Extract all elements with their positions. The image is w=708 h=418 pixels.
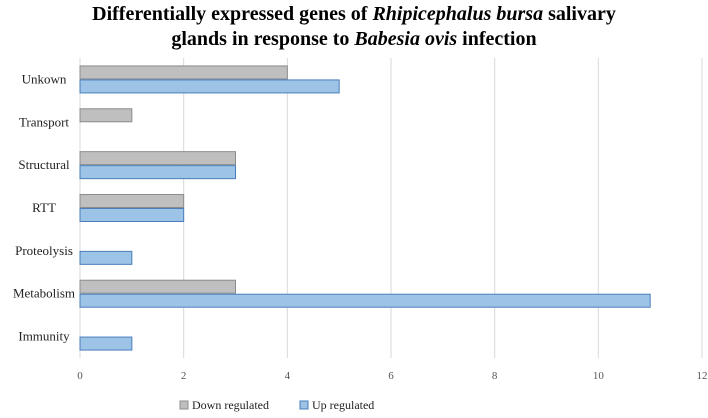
chart-title-part: Babesia ovis: [354, 28, 458, 50]
legend-label: Up regulated: [312, 398, 374, 412]
bar-down-regulated: [79, 194, 185, 208]
x-tick-label: 6: [388, 370, 394, 382]
category-label: Immunity: [18, 329, 70, 344]
chart-title: Differentially expressed genes of Rhipic…: [0, 2, 708, 52]
x-tick-label: 8: [492, 370, 498, 382]
x-tick-label: 12: [697, 370, 708, 382]
x-tick-label: 10: [593, 370, 605, 382]
bar-down-regulated: [79, 65, 288, 80]
bar-up-regulated: [79, 250, 133, 265]
bar-up-regulated: [79, 208, 185, 222]
bar-up-regulated: [79, 165, 236, 180]
category-label: Unkown: [22, 71, 67, 86]
category-label: Transport: [19, 114, 69, 129]
bar-down-regulated: [79, 151, 236, 166]
legend-swatch: [299, 400, 309, 410]
chart-title-part: salivary: [543, 3, 616, 25]
bar-down-regulated: [79, 108, 133, 123]
chart-title-part: Differentially expressed genes of: [92, 3, 373, 25]
category-label: RTT: [32, 200, 56, 215]
chart-title-part: glands in response to: [171, 28, 355, 50]
x-tick-label: 2: [181, 370, 187, 382]
category-label: Proteolysis: [15, 243, 73, 258]
category-label: Structural: [18, 157, 70, 172]
chart-title-part: infection: [457, 28, 537, 50]
legend-label: Down regulated: [192, 398, 269, 412]
chart-title-part: Rhipicephalus bursa: [372, 3, 544, 25]
category-label: Metabolism: [13, 286, 75, 301]
x-tick-label: 0: [77, 370, 83, 382]
bar-down-regulated: [79, 279, 236, 294]
x-tick-label: 4: [285, 370, 291, 382]
legend-swatch: [179, 400, 189, 410]
bar-up-regulated: [79, 336, 133, 351]
bar-up-regulated: [79, 293, 651, 308]
bar-up-regulated: [79, 79, 340, 94]
